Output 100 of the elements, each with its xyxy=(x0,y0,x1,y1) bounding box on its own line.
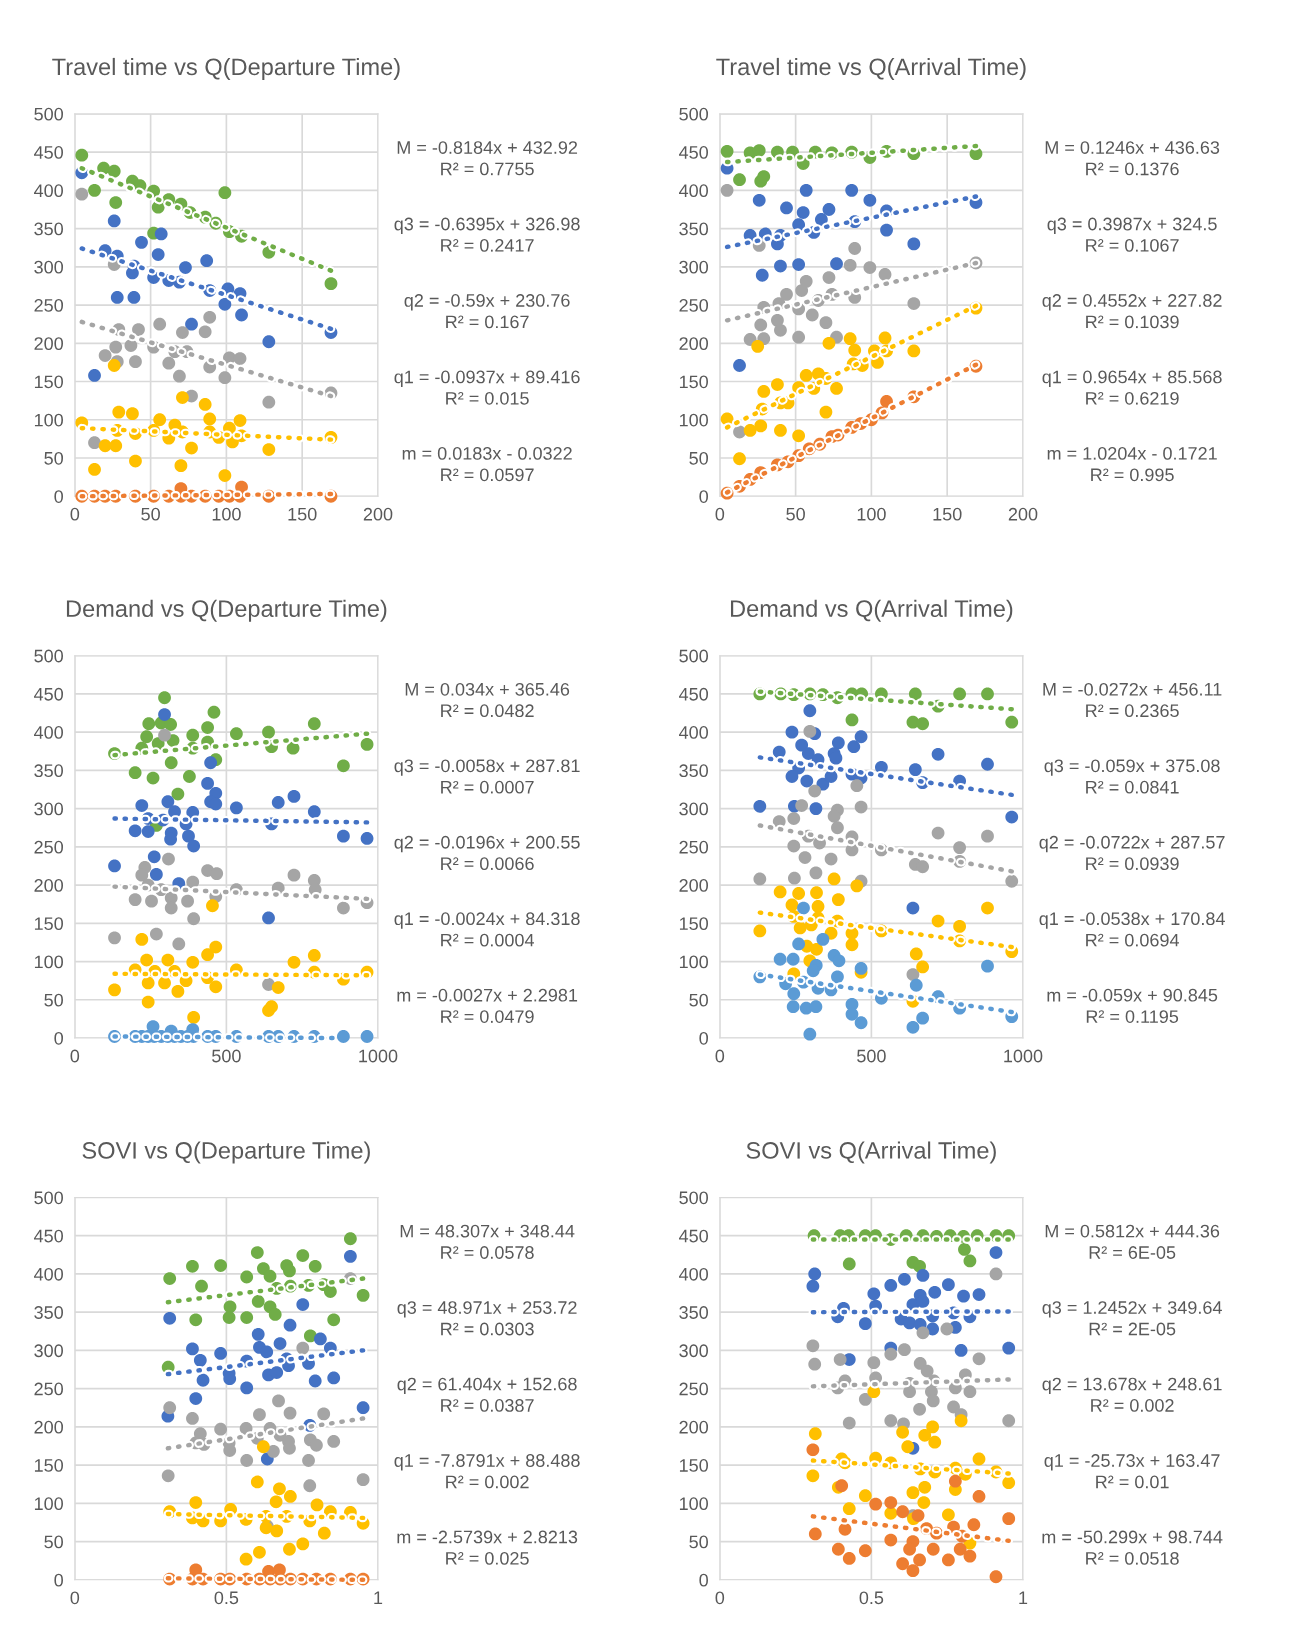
y-tick-label: 0 xyxy=(699,1573,708,1587)
y-tick-label: 200 xyxy=(679,337,709,351)
y-tick-label: 0 xyxy=(699,1031,708,1045)
x-tick-label: 200 xyxy=(1008,507,1038,521)
y-tick-label: 400 xyxy=(34,1267,64,1281)
text: M = 0.5812x + 444.36 R² = 6E-05 xyxy=(1045,1224,1220,1259)
text: q3 = 1.2452x + 349.64 R² = 2E-05 xyxy=(1042,1301,1222,1336)
y-tick-label: 500 xyxy=(679,107,709,121)
y-tick-label: 450 xyxy=(679,687,709,701)
y-tick-label: 300 xyxy=(34,260,64,274)
y-tick-label: 0 xyxy=(54,1031,63,1045)
text: q2 = -0.0722x + 287.57 R² = 0.0939 xyxy=(1039,835,1225,871)
text: m = 0.0183x - 0.0322 R² = 0.0597 xyxy=(402,447,572,482)
text: m = -0.0027x + 2.2981 R² = 0.0479 xyxy=(397,988,578,1023)
y-tick-label: 50 xyxy=(44,1535,63,1549)
y-tick-label: 350 xyxy=(679,764,709,778)
text: q3 = 48.971x + 253.72 R² = 0.0303 xyxy=(397,1301,577,1336)
y-tick-label: 200 xyxy=(34,1420,64,1434)
y-tick-label: 50 xyxy=(44,451,63,465)
y-tick-label: 250 xyxy=(34,840,64,854)
x-tick-label: 0 xyxy=(70,1049,80,1063)
x-tick-label: 150 xyxy=(288,507,317,521)
text: q2 = 61.404x + 152.68 R² = 0.0387 xyxy=(397,1377,577,1412)
y-tick-label: 400 xyxy=(679,1267,709,1281)
y-tick-label: 300 xyxy=(34,1344,64,1358)
y-tick-label: 150 xyxy=(34,917,64,931)
y-tick-label: 100 xyxy=(34,413,64,427)
y-tick-label: 400 xyxy=(679,726,709,739)
chart-title: Travel time vs Q(Departure Time) xyxy=(52,57,400,80)
chart-title: Demand vs Q(Arrival Time) xyxy=(730,599,1013,622)
y-tick-label: 0 xyxy=(54,1573,63,1587)
y-tick-label: 350 xyxy=(34,222,64,236)
y-tick-label: 450 xyxy=(34,687,64,701)
x-tick-label: 1000 xyxy=(359,1049,398,1063)
text: q2 = -0.59x + 230.76 R² = 0.167 xyxy=(404,294,570,329)
x-tick-label: 0 xyxy=(70,1591,80,1605)
y-tick-label: 300 xyxy=(34,802,64,816)
x-tick-label: 500 xyxy=(212,1049,241,1063)
y-tick-label: 500 xyxy=(34,1191,64,1205)
x-tick-label: 100 xyxy=(212,507,241,521)
y-tick-label: 250 xyxy=(679,1382,709,1396)
text: q3 = -0.0058x + 287.81 R² = 0.0007 xyxy=(394,759,580,794)
x-tick-label: 0 xyxy=(715,1049,725,1063)
y-tick-label: 450 xyxy=(34,146,64,159)
y-tick-label: 50 xyxy=(44,993,63,1007)
y-tick-label: 150 xyxy=(679,1459,709,1472)
x-tick-label: 150 xyxy=(933,507,962,521)
y-tick-label: 100 xyxy=(679,413,709,427)
text: m = 1.0204x - 0.1721 R² = 0.995 xyxy=(1047,447,1217,482)
y-tick-label: 100 xyxy=(679,955,709,969)
chart-title: Demand vs Q(Departure Time) xyxy=(66,599,387,622)
text: M = -0.0272x + 456.11 R² = 0.2365 xyxy=(1043,682,1222,718)
y-tick-label: 500 xyxy=(34,649,64,663)
chart-title: SOVI vs Q(Departure Time) xyxy=(82,1141,370,1164)
chart-title: SOVI vs Q(Arrival Time) xyxy=(746,1141,996,1164)
x-tick-label: 200 xyxy=(363,507,393,521)
y-tick-label: 250 xyxy=(679,840,709,854)
y-tick-label: 300 xyxy=(679,802,709,816)
text: M = -0.8184x + 432.92 R² = 0.7755 xyxy=(397,141,578,176)
y-tick-label: 0 xyxy=(699,490,708,503)
x-tick-label: 100 xyxy=(857,507,886,521)
y-tick-label: 200 xyxy=(34,879,64,892)
y-tick-label: 150 xyxy=(34,375,64,389)
y-tick-label: 350 xyxy=(34,1306,64,1319)
y-tick-label: 350 xyxy=(679,222,709,236)
text: q1 = -25.73x + 163.47 R² = 0.01 xyxy=(1044,1454,1220,1489)
text: q3 = 0.3987x + 324.5 R² = 0.1067 xyxy=(1047,217,1217,252)
x-tick-label: 0.5 xyxy=(859,1591,884,1605)
y-tick-label: 450 xyxy=(679,146,709,159)
x-tick-label: 1 xyxy=(374,1591,383,1605)
x-tick-label: 1 xyxy=(1019,1591,1028,1605)
y-tick-label: 350 xyxy=(34,764,64,778)
y-tick-label: 100 xyxy=(679,1497,709,1511)
text: q2 = 0.4552x + 227.82 R² = 0.1039 xyxy=(1042,294,1222,329)
text: q3 = -0.6395x + 326.98 R² = 0.2417 xyxy=(394,217,580,252)
y-tick-label: 150 xyxy=(34,1459,64,1472)
y-tick-label: 50 xyxy=(689,451,708,465)
text: M = 0.1246x + 436.63 R² = 0.1376 xyxy=(1045,141,1220,176)
y-tick-label: 0 xyxy=(54,490,63,503)
text: q2 = 13.678x + 248.61 R² = 0.002 xyxy=(1042,1377,1222,1412)
x-tick-label: 0 xyxy=(70,507,80,521)
y-tick-label: 250 xyxy=(34,299,64,312)
y-tick-label: 200 xyxy=(679,1420,709,1434)
y-tick-label: 250 xyxy=(34,1382,64,1396)
text: m = -0.059x + 90.845 R² = 0.1195 xyxy=(1047,988,1218,1023)
text: m = -50.299x + 98.744 R² = 0.0518 xyxy=(1042,1530,1223,1565)
y-tick-label: 450 xyxy=(679,1229,709,1243)
y-tick-label: 500 xyxy=(679,649,709,663)
x-tick-label: 0.5 xyxy=(214,1591,239,1605)
y-tick-label: 200 xyxy=(34,337,64,351)
y-tick-label: 250 xyxy=(679,299,709,312)
y-tick-label: 300 xyxy=(679,260,709,274)
text: q1 = -0.0937x + 89.416 R² = 0.015 xyxy=(394,370,580,405)
y-tick-label: 50 xyxy=(689,1535,708,1549)
x-tick-label: 0 xyxy=(715,1591,725,1605)
x-tick-label: 1000 xyxy=(1004,1049,1043,1063)
x-tick-label: 50 xyxy=(141,507,160,521)
y-tick-label: 400 xyxy=(34,726,64,739)
x-tick-label: 0 xyxy=(715,507,725,521)
text: M = 48.307x + 348.44 R² = 0.0578 xyxy=(400,1224,575,1259)
